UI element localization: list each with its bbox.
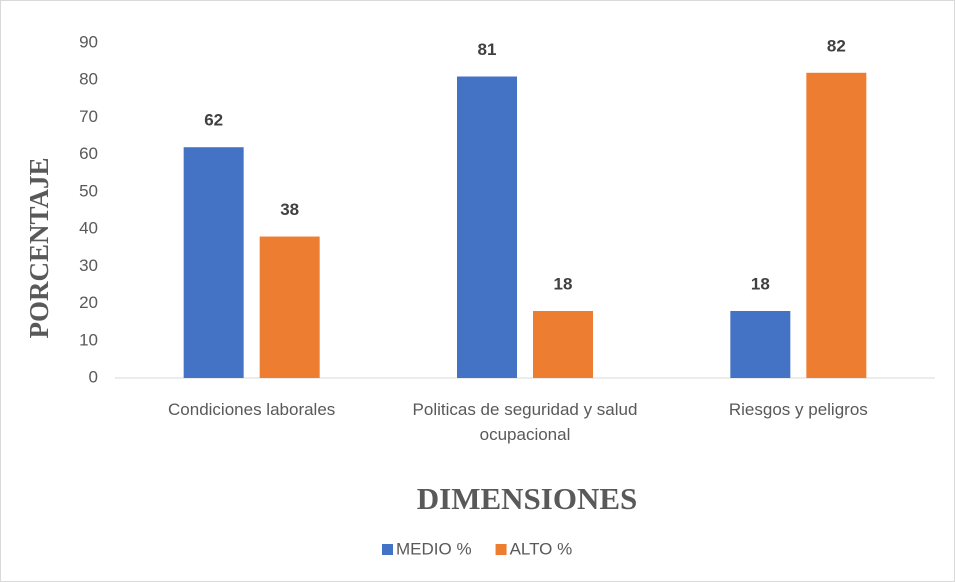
data-label: 82 xyxy=(827,36,846,55)
y-tick-label: 20 xyxy=(79,293,98,312)
y-tick-label: 60 xyxy=(79,144,98,163)
legend-swatch xyxy=(495,544,507,555)
data-label: 38 xyxy=(280,200,299,219)
x-tick-label: Politicas de seguridad y salud ocupacion… xyxy=(412,400,638,444)
legend-label: MEDIO % xyxy=(396,539,472,558)
legend-swatch xyxy=(382,544,393,555)
y-tick-label: 40 xyxy=(79,219,98,238)
data-label: 81 xyxy=(478,40,497,59)
x-tick-label: Riesgos y peligros xyxy=(728,400,868,419)
bar xyxy=(533,311,593,378)
y-tick-label: 0 xyxy=(89,367,98,386)
x-tick-label: Condiciones laborales xyxy=(168,400,336,419)
y-tick-label: 80 xyxy=(79,70,98,89)
bar xyxy=(730,311,791,378)
legend-label: ALTO % xyxy=(510,539,573,558)
y-tick-label: 50 xyxy=(79,181,98,200)
data-label: 18 xyxy=(751,274,770,293)
data-label: 62 xyxy=(204,111,223,130)
x-axis-title: DIMENSIONES xyxy=(417,481,638,516)
bar xyxy=(259,236,320,378)
y-tick-label: 10 xyxy=(79,330,98,349)
y-tick-label: 70 xyxy=(79,107,98,126)
y-tick-label: 30 xyxy=(79,256,98,275)
bar xyxy=(806,72,867,379)
bar xyxy=(183,147,244,378)
data-label: 18 xyxy=(554,274,573,293)
y-tick-label: 90 xyxy=(79,32,98,51)
bar xyxy=(457,76,517,378)
y-axis-title: PORCENTAJE xyxy=(24,157,54,338)
